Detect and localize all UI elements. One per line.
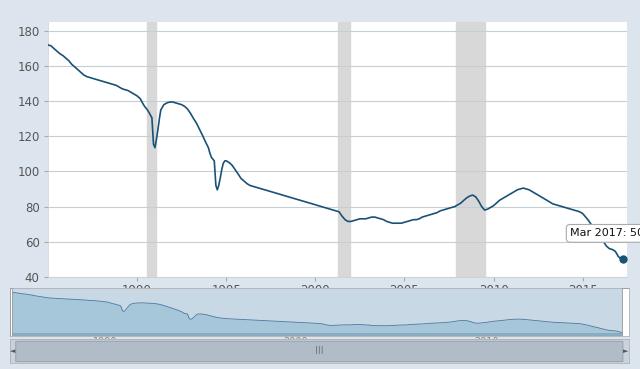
Text: III: III xyxy=(315,346,324,356)
Bar xyxy=(147,22,156,277)
Bar xyxy=(10,288,12,336)
FancyBboxPatch shape xyxy=(16,341,623,362)
Text: Mar 2017: 50.1: Mar 2017: 50.1 xyxy=(570,228,640,238)
Text: ◄: ◄ xyxy=(10,348,15,355)
Bar xyxy=(337,22,349,277)
Text: ►: ► xyxy=(623,348,628,355)
Bar xyxy=(623,288,629,336)
Bar xyxy=(456,22,484,277)
